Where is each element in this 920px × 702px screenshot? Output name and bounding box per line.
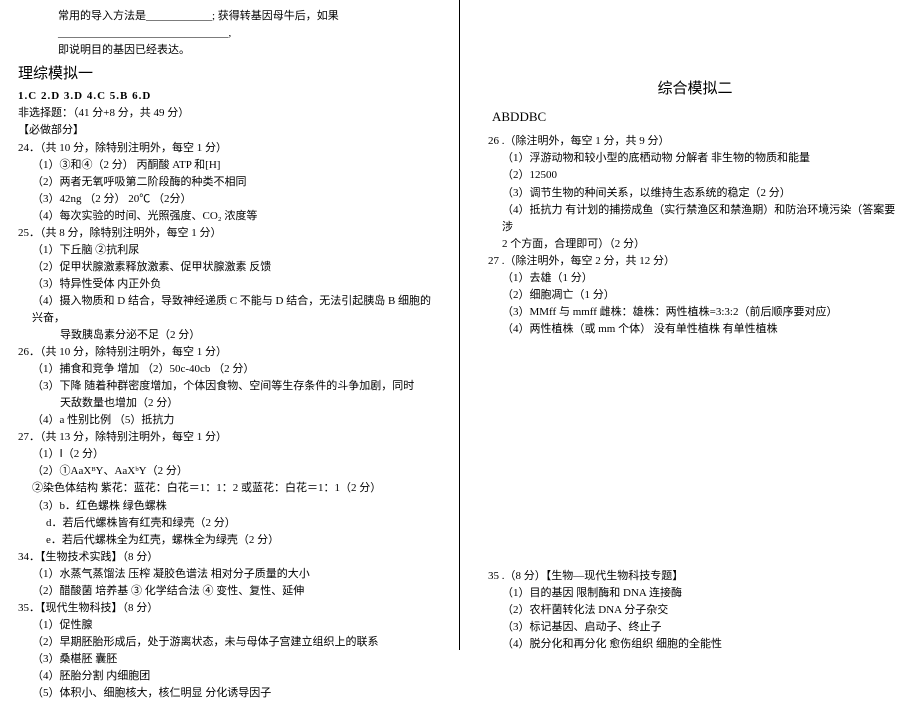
r-q26-l4: （4）抵抗力 有计划的捕捞成鱼（实行禁渔区和禁渔期）和防治环境污染（答案要涉: [502, 202, 902, 236]
r-q26-l4b: 2 个方面，合理即可）（2 分）: [502, 236, 902, 253]
q27-l1: （1）Ⅰ（2 分）: [32, 446, 441, 463]
q26-l2: （3）下降 随着种群密度增加，个体因食物、空间等生存条件的斗争加剧，同时: [32, 378, 441, 395]
q25-l2: （2）促甲状腺激素释放激素、促甲状腺激素 反馈: [32, 259, 441, 276]
q25-l3: （3）特异性受体 内正外负: [32, 276, 441, 293]
left-column: 常用的导入方法是____________; 获得转基因母牛后，如果_______…: [0, 0, 460, 650]
top-fill-line1: 常用的导入方法是____________; 获得转基因母牛后，如果_______…: [58, 8, 441, 42]
r-q26-head: 26 .（除注明外，每空 1 分，共 9 分）: [488, 133, 902, 150]
r-q35-l4: （4）脱分化和再分化 愈伤组织 细胞的全能性: [502, 636, 902, 653]
must-section: 【必做部分】: [18, 122, 441, 139]
right-column: 综合模拟二 ABDDBC 26 .（除注明外，每空 1 分，共 9 分） （1）…: [460, 0, 920, 650]
right-title: 综合模拟二: [488, 78, 902, 101]
q27-head: 27．（共 13 分，除特别注明外，每空 1 分）: [18, 429, 441, 446]
bio-head: 34．【生物技术实践】（8 分）: [18, 549, 441, 566]
q25-l4: （4）摄入物质和 D 结合，导致神经递质 C 不能与 D 结合，无法引起胰岛 B…: [32, 293, 441, 327]
r-q27-l3: （3）MMff 与 mmff 雌株：雄株：两性植株=3:3:2（前后顺序要对应）: [502, 304, 902, 321]
spacer: [488, 338, 902, 568]
q26-l2b: 天敌数量也增加（2 分）: [60, 395, 441, 412]
q25-l4b: 导致胰岛素分泌不足（2 分）: [60, 327, 441, 344]
q24-l3: （3）42ng （2 分） 20℃ （2分）: [32, 191, 441, 208]
bio-l2: （2）醋酸菌 培养基 ③ 化学结合法 ④ 变性、复性、延伸: [32, 583, 441, 600]
r-q26-l1: （1）浮游动物和较小型的底栖动物 分解者 非生物的物质和能量: [502, 150, 902, 167]
modern-l2: （2）早期胚胎形成后，处于游离状态，未与母体子宫建立组织上的联系: [32, 634, 441, 651]
modern-l5: （5）体积小、细胞核大，核仁明显 分化诱导因子: [32, 685, 441, 702]
r-q27-l4: （4）两性植株（或 mm 个体） 没有单性植株 有单性植株: [502, 321, 902, 338]
r-q27-l1: （1）去雄（1 分）: [502, 270, 902, 287]
q27-l3: ②染色体结构 紫花：蓝花：白花＝1：1：2 或蓝花：白花＝1：1（2 分）: [32, 480, 441, 497]
bio-l1: （1）水蒸气蒸馏法 压榨 凝胶色谱法 相对分子质量的大小: [32, 566, 441, 583]
r-q35-l2: （2）农杆菌转化法 DNA 分子杂交: [502, 602, 902, 619]
r-q27-l2: （2）细胞凋亡（1 分）: [502, 287, 902, 304]
q26-head: 26．（共 10 分，除特别注明外，每空 1 分）: [18, 344, 441, 361]
q24-head: 24．（共 10 分，除特别注明外，每空 1 分）: [18, 140, 441, 157]
q27-l5: d．若后代螺株皆有红壳和绿壳（2 分）: [46, 515, 441, 532]
r-q35-l3: （3）标记基因、启动子、终止子: [502, 619, 902, 636]
q25-l1: （1）下丘脑 ②抗利尿: [32, 242, 441, 259]
top-fill-line2: 即说明目的基因已经表达。: [58, 42, 441, 59]
modern-l4: （4）胚胎分割 内细胞团: [32, 668, 441, 685]
left-title: 理综模拟一: [18, 63, 441, 86]
q26-l3: （4）a 性别比例 （5）抵抗力: [32, 412, 441, 429]
r-q26-l2: （2）12500: [502, 167, 902, 184]
q24-l2: （2）两者无氧呼吸第二阶段酶的种类不相同: [32, 174, 441, 191]
modern-l3: （3）桑椹胚 囊胚: [32, 651, 441, 668]
q26-l1: （1）捕食和竞争 增加 （2）50c-40cb （2 分）: [32, 361, 441, 378]
modern-head: 35．【现代生物科技】（8 分）: [18, 600, 441, 617]
page: 常用的导入方法是____________; 获得转基因母牛后，如果_______…: [0, 0, 920, 650]
q27-l2: （2）①AaXᴮY、AaXᵇY（2 分）: [32, 463, 441, 480]
modern-l1: （1）促性腺: [32, 617, 441, 634]
r-q26-l3: （3）调节生物的种间关系，以维持生态系统的稳定（2 分）: [502, 185, 902, 202]
q25-head: 25．（共 8 分，除特别注明外，每空 1 分）: [18, 225, 441, 242]
r-q35-head: 35 .（8 分）【生物—现代生物科技专题】: [488, 568, 902, 585]
nonchoice-head: 非选择题：（41 分+8 分，共 49 分）: [18, 105, 441, 122]
left-mc-answers: 1.C 2.D 3.D 4.C 5.B 6.D: [18, 88, 441, 105]
r-q35-l1: （1）目的基因 限制酶和 DNA 连接酶: [502, 585, 902, 602]
q24-l1: （1）③和④（2 分） 丙酮酸 ATP 和[H]: [32, 157, 441, 174]
q27-l6: e．若后代螺株全为红壳，螺株全为绿壳（2 分）: [46, 532, 441, 549]
q27-l4: （3）b．红色螺株 绿色螺株: [32, 498, 441, 515]
right-mc-answers: ABDDBC: [492, 107, 902, 127]
q24-l4: （4）每次实验的时间、光照强度、CO₂ 浓度等: [32, 208, 441, 225]
r-q27-head: 27 .（除注明外，每空 2 分，共 12 分）: [488, 253, 902, 270]
